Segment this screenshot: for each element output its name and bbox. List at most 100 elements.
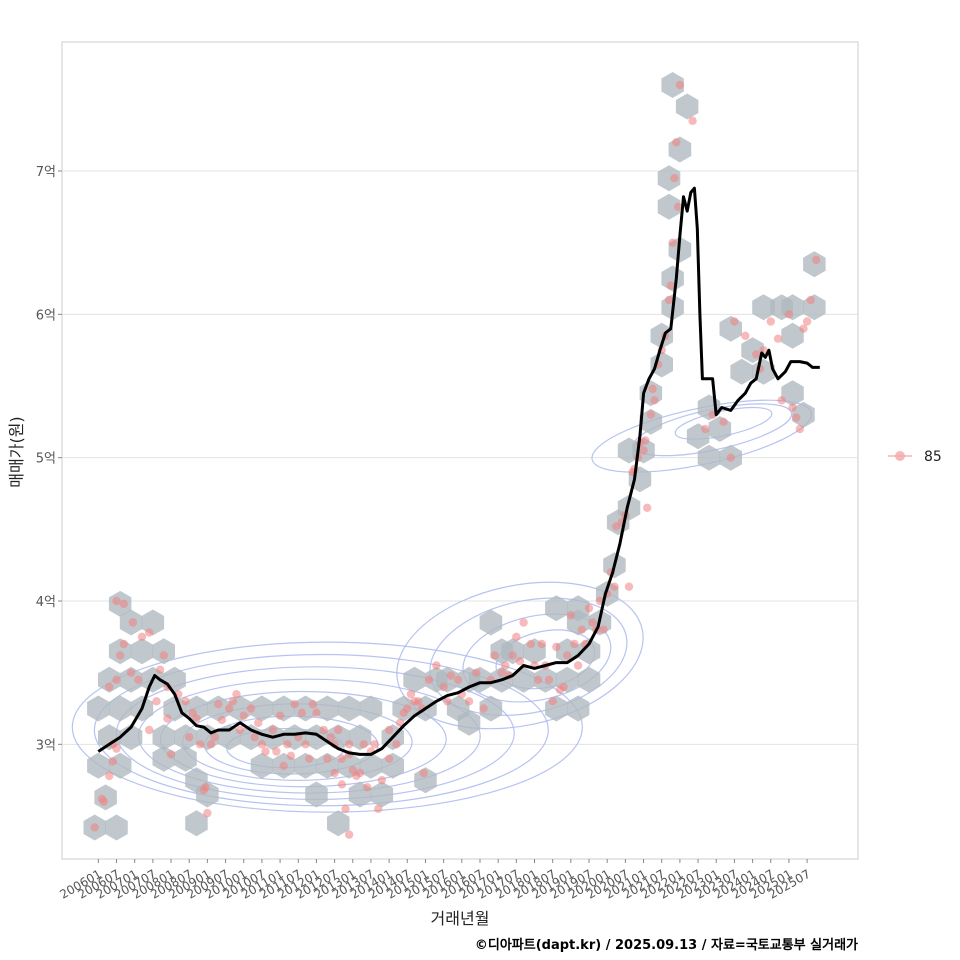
data-point	[419, 768, 428, 778]
data-point	[406, 689, 416, 699]
data-point	[646, 410, 656, 419]
data-point	[377, 775, 387, 785]
data-point	[666, 281, 676, 290]
data-point	[395, 718, 405, 728]
data-point	[119, 599, 128, 609]
hexbin	[803, 251, 826, 278]
x-axis-title: 거래년월	[431, 909, 490, 928]
data-point	[246, 704, 256, 713]
hexbin	[657, 165, 681, 192]
data-point	[115, 651, 125, 660]
data-point	[788, 403, 797, 412]
y-axis-ticks: 3억 4억 5억 6억 7억	[36, 165, 62, 753]
data-point	[119, 639, 128, 649]
data-point	[344, 740, 354, 749]
y-tick-label: 5억	[36, 452, 56, 467]
data-point	[279, 761, 288, 771]
data-point	[792, 413, 801, 422]
data-point	[670, 173, 679, 183]
data-point	[795, 424, 805, 434]
plot-layer	[71, 72, 826, 841]
data-point	[304, 754, 314, 763]
data-point	[508, 651, 517, 660]
hexbin	[87, 752, 110, 779]
data-point	[544, 675, 554, 685]
legend: 85	[888, 449, 942, 465]
data-point	[301, 740, 310, 749]
hexbin	[316, 695, 339, 722]
hexbin	[250, 695, 274, 722]
data-point	[741, 331, 750, 341]
hexbin	[479, 609, 503, 636]
data-point	[250, 732, 259, 742]
data-point	[232, 689, 241, 699]
data-point	[268, 725, 278, 735]
data-point	[235, 725, 245, 735]
data-point	[261, 747, 270, 756]
data-point	[673, 202, 683, 212]
data-point	[559, 682, 568, 692]
data-point	[185, 732, 194, 742]
x-axis-ticks: 2006012006072007012007072008012008072009…	[57, 859, 813, 902]
data-point	[192, 714, 201, 723]
hexbin	[657, 193, 681, 220]
hexbin	[359, 752, 383, 779]
data-point	[105, 771, 114, 781]
data-point	[675, 80, 685, 90]
hexbin	[675, 93, 699, 120]
data-point	[392, 740, 401, 749]
hexbin	[337, 695, 361, 722]
data-point	[584, 603, 594, 613]
data-point	[384, 754, 394, 763]
data-point	[537, 639, 546, 649]
hexbin	[457, 709, 481, 736]
data-point	[384, 725, 394, 735]
y-tick-label: 4억	[36, 595, 56, 610]
data-point	[777, 396, 786, 405]
hexbin	[105, 814, 128, 841]
trend-line	[97, 186, 820, 756]
data-point	[773, 334, 783, 343]
data-point	[108, 757, 118, 766]
data-point	[224, 704, 234, 713]
data-point	[726, 453, 735, 462]
data-point	[319, 725, 328, 735]
data-point	[802, 317, 812, 326]
data-point	[105, 682, 114, 692]
data-point	[501, 661, 510, 670]
data-point	[439, 682, 448, 692]
hexbin	[98, 666, 121, 693]
data-point	[563, 651, 572, 660]
data-point	[668, 238, 677, 247]
hexbin	[152, 724, 175, 751]
trend-layer	[97, 186, 820, 756]
hexbin	[697, 444, 721, 471]
data-point	[206, 740, 216, 749]
data-point	[337, 780, 347, 789]
data-point	[577, 625, 586, 634]
data-point	[588, 618, 597, 627]
hexbin	[207, 695, 230, 722]
data-point	[664, 295, 674, 305]
hexbin	[661, 72, 684, 98]
data-point	[701, 424, 710, 434]
hexbin	[479, 695, 503, 722]
data-point	[283, 740, 292, 749]
hexbin	[545, 595, 568, 622]
hexbin	[327, 810, 350, 837]
data-point	[479, 704, 488, 713]
data-point	[195, 740, 205, 749]
hexbin	[403, 666, 426, 693]
data-point	[337, 754, 347, 763]
data-point	[363, 783, 372, 792]
data-point	[443, 697, 452, 706]
hexbin	[174, 745, 197, 772]
data-point	[490, 651, 499, 660]
data-point	[719, 417, 728, 427]
data-point	[214, 700, 223, 709]
density-contour	[93, 653, 549, 807]
y-tick-label: 6억	[36, 308, 56, 323]
data-point	[599, 625, 608, 634]
hexbin	[752, 294, 775, 321]
data-point	[203, 808, 212, 818]
